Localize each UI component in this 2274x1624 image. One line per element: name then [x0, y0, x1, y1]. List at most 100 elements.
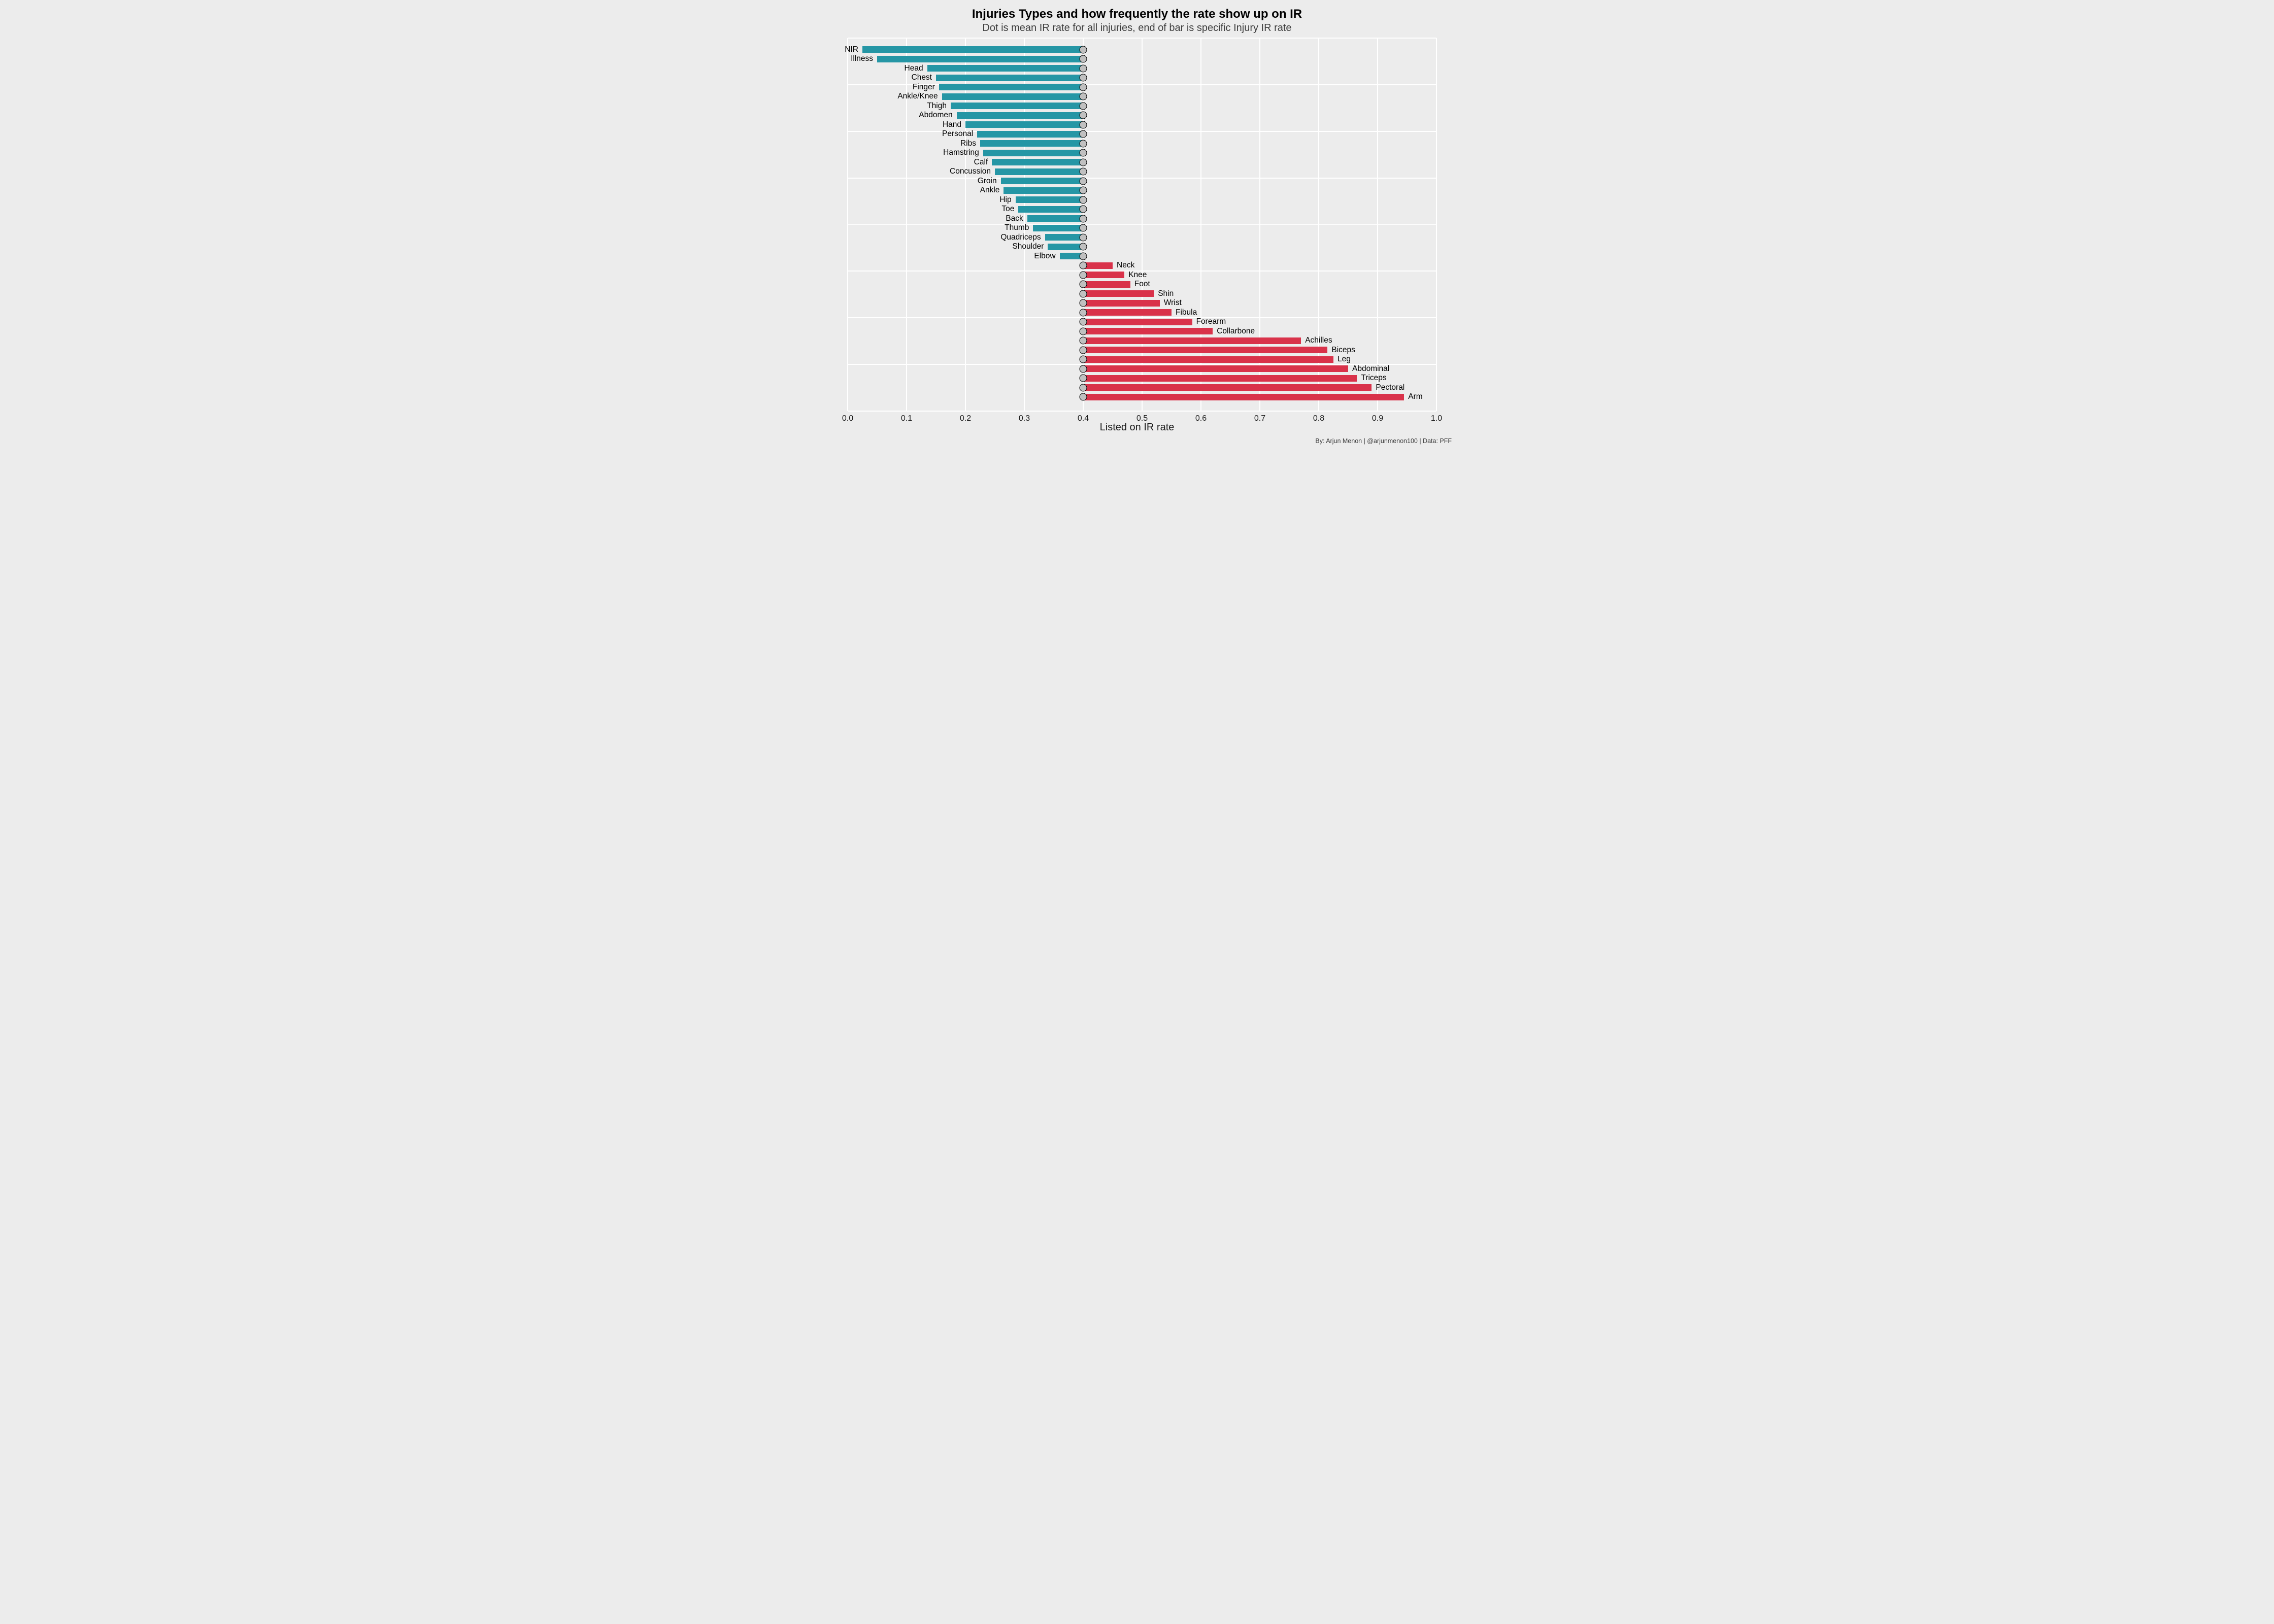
data-row-label: Illness	[851, 54, 873, 63]
data-row-label: Groin	[978, 177, 997, 186]
data-row: Personal	[848, 131, 1436, 138]
x-axis-title: Listed on IR rate	[817, 422, 1457, 433]
data-row-label: Personal	[942, 129, 973, 139]
data-row: Knee	[848, 272, 1436, 278]
data-row: Foot	[848, 281, 1436, 288]
data-row: Triceps	[848, 375, 1436, 382]
data-row: Groin	[848, 178, 1436, 184]
data-row-label: Forearm	[1196, 317, 1226, 326]
data-row: Pectoral	[848, 384, 1436, 391]
mean-dot	[1080, 168, 1087, 176]
mean-dot	[1080, 384, 1087, 391]
data-row: Thumb	[848, 225, 1436, 231]
data-row: Shoulder	[848, 244, 1436, 250]
mean-dot	[1080, 262, 1087, 269]
data-row: Ankle	[848, 187, 1436, 194]
data-row-label: Shin	[1158, 289, 1174, 298]
mean-dot	[1080, 64, 1087, 72]
mean-dot	[1080, 46, 1087, 53]
data-row-label: Elbow	[1034, 252, 1055, 261]
data-bar	[1083, 394, 1404, 400]
mean-dot	[1080, 393, 1087, 401]
mean-dot	[1080, 93, 1087, 100]
data-row: Quadriceps	[848, 234, 1436, 241]
mean-dot	[1080, 224, 1087, 232]
chart-container: Injuries Types and how frequently the ra…	[817, 0, 1457, 447]
data-row: Finger	[848, 84, 1436, 90]
data-row-label: Toe	[1001, 205, 1014, 214]
data-row-label: Ribs	[960, 139, 976, 148]
data-row: Illness	[848, 56, 1436, 62]
plot-inner: 0.00.10.20.30.40.50.60.70.80.91.0NIRIlln…	[848, 38, 1436, 411]
data-row: Thigh	[848, 103, 1436, 109]
data-bar	[1016, 196, 1083, 203]
data-row: Hamstring	[848, 150, 1436, 156]
data-bar	[983, 150, 1083, 156]
mean-dot	[1080, 356, 1087, 363]
data-row-label: Knee	[1128, 270, 1147, 280]
data-bar	[1083, 319, 1192, 325]
mean-dot	[1080, 102, 1087, 110]
data-bar	[977, 131, 1083, 138]
mean-dot	[1080, 74, 1087, 82]
data-row-label: Leg	[1337, 355, 1351, 364]
data-row: Abdominal	[848, 365, 1436, 372]
data-row: Achilles	[848, 337, 1436, 344]
mean-dot	[1080, 243, 1087, 251]
mean-dot	[1080, 158, 1087, 166]
mean-dot	[1080, 299, 1087, 307]
data-row-label: Concussion	[950, 167, 991, 176]
data-row: Ribs	[848, 140, 1436, 147]
mean-dot	[1080, 233, 1087, 241]
data-bar	[1083, 309, 1172, 316]
mean-dot	[1080, 55, 1087, 63]
data-row-label: Hamstring	[943, 148, 979, 157]
plot-area: 0.00.10.20.30.40.50.60.70.80.91.0NIRIlln…	[848, 38, 1436, 411]
data-bar	[1083, 281, 1130, 288]
data-bar	[939, 84, 1083, 90]
data-bar	[1033, 225, 1083, 231]
data-row-label: Chest	[912, 73, 932, 82]
mean-dot	[1080, 149, 1087, 157]
data-row: Back	[848, 215, 1436, 222]
data-bar	[995, 168, 1083, 175]
mean-dot	[1080, 309, 1087, 316]
mean-dot	[1080, 130, 1087, 138]
chart-caption: By: Arjun Menon | @arjunmenon100 | Data:…	[1315, 437, 1452, 445]
data-row-label: Abdominal	[1352, 364, 1389, 374]
data-bar	[1083, 356, 1333, 363]
data-row-label: Foot	[1134, 280, 1150, 289]
mean-dot	[1080, 252, 1087, 260]
data-row: Arm	[848, 394, 1436, 400]
data-row: Biceps	[848, 347, 1436, 353]
data-row: Leg	[848, 356, 1436, 363]
data-row-label: Quadriceps	[1000, 233, 1041, 242]
data-row-label: Back	[1006, 214, 1023, 223]
data-bar	[1083, 300, 1160, 307]
mean-dot	[1080, 187, 1087, 194]
data-bar	[1083, 290, 1154, 297]
data-bar	[957, 112, 1083, 119]
data-bar	[877, 56, 1083, 62]
data-bar	[936, 75, 1083, 81]
mean-dot	[1080, 177, 1087, 185]
data-row-label: Ankle	[980, 186, 1000, 195]
mean-dot	[1080, 281, 1087, 288]
mean-dot	[1080, 290, 1087, 297]
data-row-label: Arm	[1408, 392, 1422, 401]
data-row-label: Shoulder	[1012, 242, 1044, 251]
data-row: Hip	[848, 196, 1436, 203]
data-bar	[1027, 215, 1083, 222]
mean-dot	[1080, 83, 1087, 91]
mean-dot	[1080, 337, 1087, 345]
data-row: Wrist	[848, 300, 1436, 307]
data-row-label: Wrist	[1164, 298, 1182, 308]
data-row-label: Collarbone	[1217, 327, 1255, 336]
data-row: Shin	[848, 290, 1436, 297]
data-row-label: Head	[905, 64, 923, 73]
data-row-label: Fibula	[1176, 308, 1197, 317]
data-row: Collarbone	[848, 328, 1436, 334]
data-row-label: Pectoral	[1376, 383, 1404, 392]
chart-title: Injuries Types and how frequently the ra…	[817, 0, 1457, 21]
data-bar	[927, 65, 1083, 72]
